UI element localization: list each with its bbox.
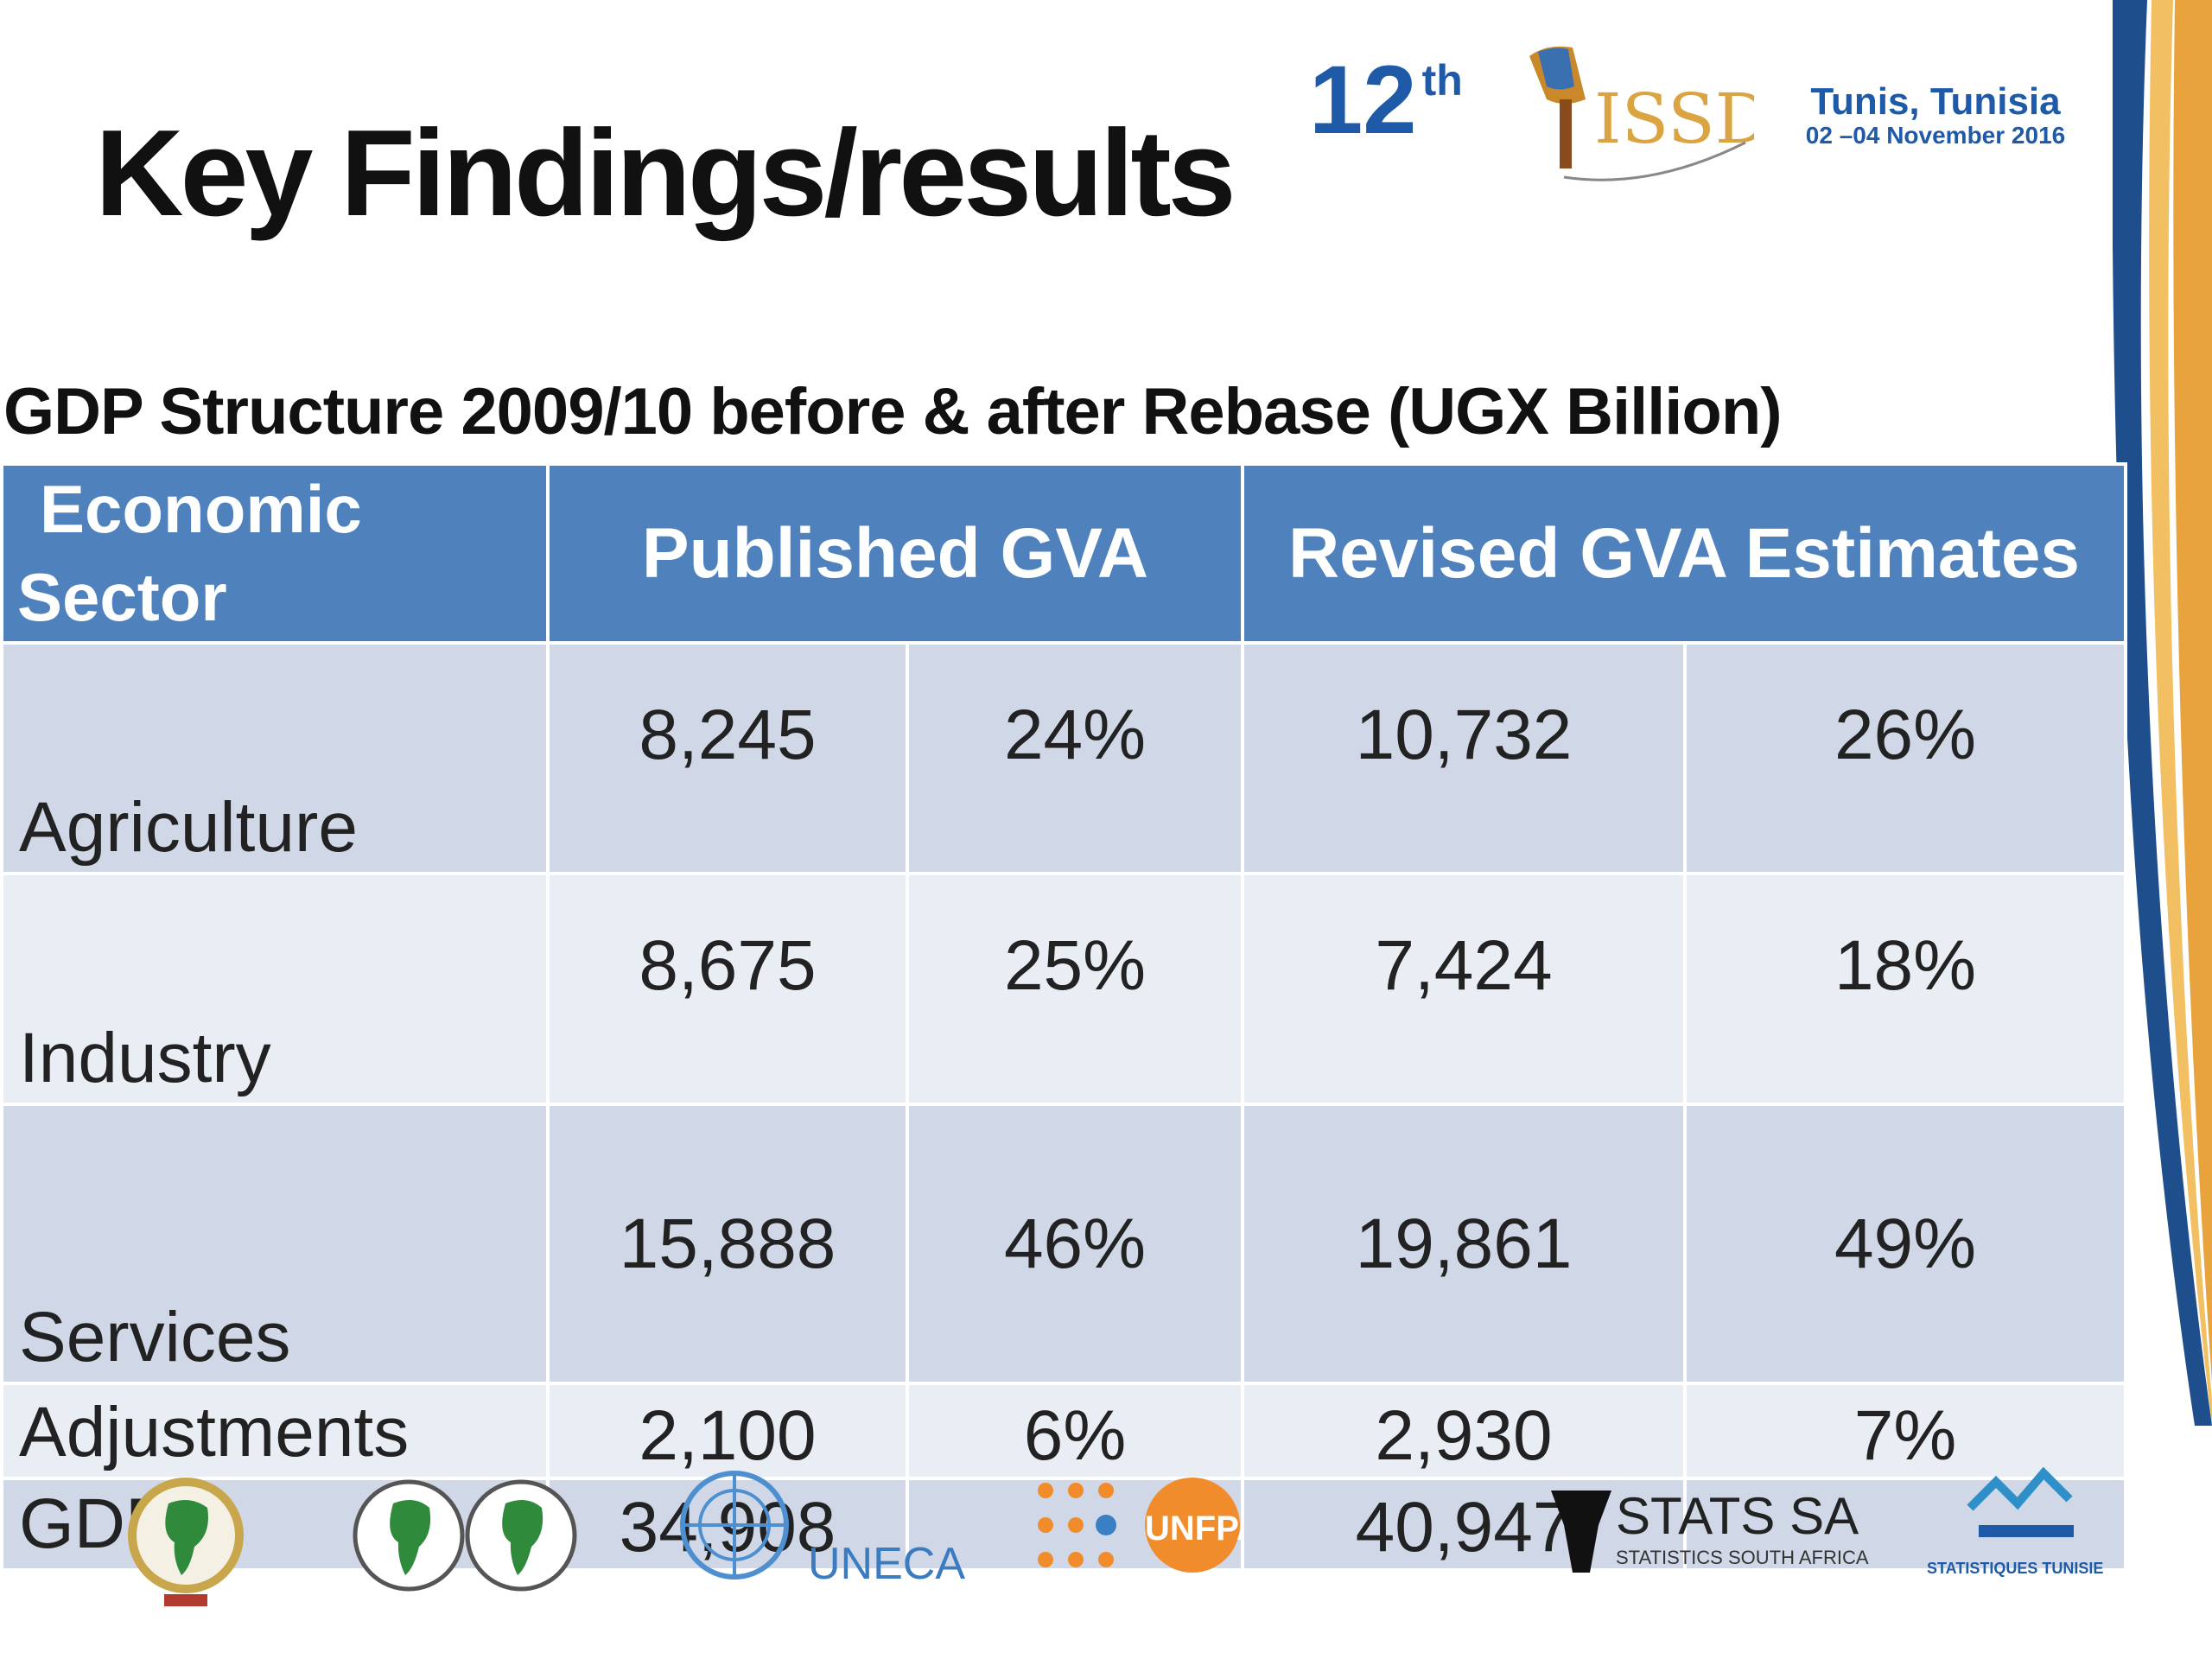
header-sector-line1: Economic — [17, 466, 546, 553]
afdb-logo — [350, 1473, 579, 1603]
sector-cell: Industry — [3, 875, 546, 1103]
revised-share-cell: 49% — [1687, 1106, 2124, 1382]
edition-number: 12 — [1309, 46, 1417, 154]
published-value-cell: 15,888 — [550, 1106, 906, 1382]
published-share-cell: 46% — [909, 1106, 1241, 1382]
issd-logo: ISSD — [1512, 39, 1754, 190]
header-sector-line2: Sector — [17, 559, 227, 635]
table-caption: GDP Structure 2009/10 before & after Reb… — [3, 374, 1782, 449]
sector-cell: Services — [3, 1106, 546, 1382]
revised-value-cell: 10,732 — [1244, 645, 1683, 872]
published-value-cell: 2,100 — [550, 1385, 906, 1477]
un-emblem — [670, 1465, 799, 1590]
stats-sa-sublabel: STATISTICS SOUTH AFRICA — [1616, 1547, 1869, 1569]
gdp-structure-table: Economic Sector Published GVA Revised GV… — [0, 462, 2127, 1572]
table-row: Industry 8,675 25% 7,424 18% — [3, 875, 2124, 1103]
revised-value-cell: 19,861 — [1244, 1106, 1683, 1382]
stats-sa-label: STATS SA — [1616, 1491, 1859, 1542]
venue-city: Tunis, Tunisia — [1797, 82, 2074, 122]
unfpa-logo: UNFPA — [1033, 1478, 1244, 1581]
stats-sa-mark — [1551, 1491, 1611, 1573]
revised-share-cell: 26% — [1687, 645, 2124, 872]
header-published-gva: Published GVA — [550, 466, 1241, 641]
sector-cell: Agriculture — [3, 645, 546, 872]
published-share-cell: 24% — [909, 645, 1241, 872]
table-row: Agriculture 8,245 24% 10,732 26% — [3, 645, 2124, 872]
decorative-ribbon — [2113, 0, 2212, 1426]
unfpa-logo-text: UNFPA — [1145, 1510, 1244, 1548]
published-value-cell: 8,675 — [550, 875, 906, 1103]
issd-logo-text: ISSD — [1594, 79, 1754, 159]
venue-dates: 02 –04 November 2016 — [1797, 122, 2074, 149]
table-header-row: Economic Sector Published GVA Revised GV… — [3, 466, 2124, 641]
table-row: Services 15,888 46% 19,861 49% — [3, 1106, 2124, 1382]
revised-value-cell: 2,930 — [1244, 1385, 1683, 1477]
partner-logos: UNECA UNFPA STATS SA STATISTICS SOUTH AF… — [0, 1465, 2117, 1620]
statistiques-tunisie-label: STATISTIQUES TUNISIE — [1927, 1560, 2103, 1578]
published-share-cell: 6% — [909, 1385, 1241, 1477]
sector-cell: Adjustments — [3, 1385, 546, 1477]
revised-value-cell: 7,424 — [1244, 875, 1683, 1103]
header-revised-gva: Revised GVA Estimates — [1244, 466, 2124, 641]
slide-title: Key Findings/results — [95, 112, 1233, 235]
edition-suffix: th — [1422, 56, 1463, 105]
published-value-cell: 8,245 — [550, 645, 906, 872]
published-share-cell: 25% — [909, 875, 1241, 1103]
venue-info: Tunis, Tunisia 02 –04 November 2016 — [1797, 82, 2074, 149]
uneca-label: UNECA — [808, 1538, 965, 1590]
african-union-logo — [121, 1473, 251, 1611]
revised-share-cell: 7% — [1687, 1385, 2124, 1477]
statistiques-tunisie-logo — [1961, 1465, 2091, 1555]
table-row: Adjustments 2,100 6% 2,930 7% — [3, 1385, 2124, 1477]
header-economic-sector: Economic Sector — [3, 466, 546, 641]
revised-share-cell: 18% — [1687, 875, 2124, 1103]
